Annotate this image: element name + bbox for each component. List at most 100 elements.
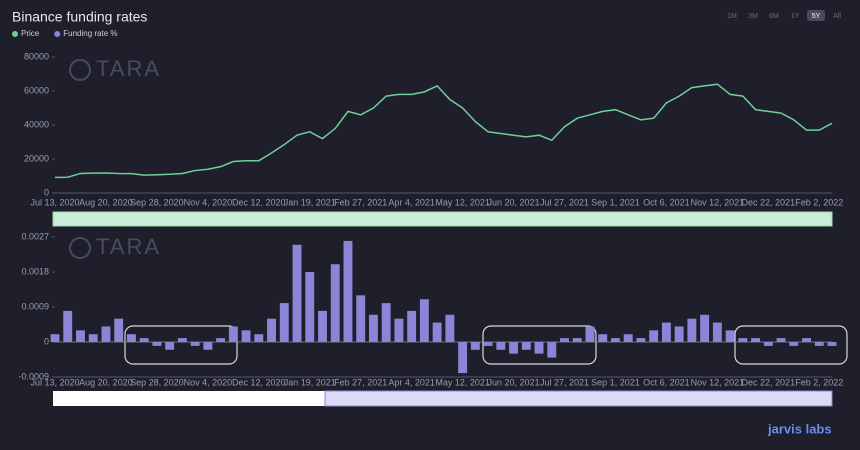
x-tick-label: Feb 2, 2022 bbox=[795, 197, 843, 207]
bar bbox=[560, 338, 569, 342]
x-tick-label: Sep 1, 2021 bbox=[591, 377, 640, 387]
bar bbox=[267, 318, 276, 342]
x-tick-label: Aug 20, 2020 bbox=[79, 197, 133, 207]
x-tick-label: Sep 28, 2020 bbox=[130, 197, 184, 207]
bar bbox=[521, 342, 531, 350]
bar bbox=[330, 264, 340, 342]
bar bbox=[216, 338, 226, 342]
bar bbox=[763, 342, 773, 346]
highlight-box bbox=[734, 325, 848, 365]
x-tick-label: Nov 12, 2021 bbox=[691, 197, 745, 207]
range-button[interactable]: 3M bbox=[748, 13, 758, 20]
bar bbox=[114, 318, 124, 342]
bar bbox=[292, 244, 302, 342]
bar bbox=[751, 338, 761, 342]
x-tick-label: Jul 27, 2021 bbox=[540, 377, 589, 387]
bar bbox=[343, 240, 353, 342]
price-line bbox=[54, 83, 833, 179]
range-button-bg bbox=[807, 10, 825, 21]
x-tick-label: Feb 2, 2022 bbox=[795, 377, 843, 387]
bar bbox=[738, 338, 748, 342]
bar bbox=[279, 303, 289, 342]
bar bbox=[470, 342, 480, 350]
y-tick-label: 40000 bbox=[24, 119, 49, 129]
bar bbox=[802, 338, 811, 342]
watermark-icon bbox=[69, 59, 91, 81]
watermark-2: TARA bbox=[69, 234, 161, 259]
bar bbox=[63, 310, 73, 342]
x-tick-label: Nov 12, 2021 bbox=[691, 377, 745, 387]
x-tick-label: Jul 13, 2020 bbox=[30, 377, 79, 387]
range-button[interactable]: 6M bbox=[769, 13, 779, 20]
bar bbox=[661, 322, 671, 342]
x-tick-label: Apr 4, 2021 bbox=[388, 197, 435, 207]
range-button[interactable]: All bbox=[833, 13, 841, 20]
bar bbox=[623, 334, 633, 342]
bar bbox=[432, 322, 442, 342]
bar bbox=[177, 338, 187, 342]
x-tick-label: Jun 20, 2021 bbox=[488, 377, 540, 387]
bar bbox=[228, 326, 238, 342]
logo: jarvis labs bbox=[767, 421, 832, 436]
bar bbox=[381, 303, 391, 342]
range-button[interactable]: 1Y bbox=[791, 13, 800, 20]
bar bbox=[126, 334, 136, 342]
legend-swatch bbox=[12, 31, 18, 37]
bar bbox=[789, 342, 799, 346]
x-tick-label: May 12, 2021 bbox=[435, 197, 490, 207]
bar bbox=[598, 334, 608, 342]
bar bbox=[318, 310, 327, 342]
bar bbox=[50, 334, 60, 342]
x-tick-label: Jan 19, 2021 bbox=[284, 197, 336, 207]
bar bbox=[674, 326, 684, 342]
range-button[interactable]: 1M bbox=[727, 13, 737, 20]
bar bbox=[152, 342, 162, 346]
bar bbox=[88, 334, 98, 342]
x-tick-label: Nov 4, 2020 bbox=[184, 377, 233, 387]
bar bbox=[496, 342, 506, 350]
bar bbox=[368, 314, 378, 342]
navigator-2-right[interactable] bbox=[324, 390, 833, 407]
x-tick-label: Jun 20, 2021 bbox=[488, 197, 540, 207]
navigator-2-left[interactable] bbox=[53, 391, 325, 406]
highlight-box bbox=[124, 325, 238, 365]
bar bbox=[139, 338, 149, 342]
x-tick-label: Jul 27, 2021 bbox=[540, 197, 589, 207]
y-tick-label: 20000 bbox=[24, 153, 49, 163]
bar bbox=[547, 342, 557, 358]
x-tick-label: Oct 6, 2021 bbox=[643, 197, 690, 207]
bar bbox=[241, 330, 251, 342]
x-tick-label: Feb 27, 2021 bbox=[334, 377, 387, 387]
x-tick-label: Dec 12, 2020 bbox=[232, 197, 286, 207]
bar bbox=[814, 342, 824, 346]
page-title: Binance funding rates bbox=[12, 9, 147, 25]
range-button[interactable]: 5Y bbox=[812, 13, 821, 20]
navigator-1[interactable] bbox=[52, 211, 833, 227]
y-tick-label: 0.0009 bbox=[21, 301, 49, 311]
watermark-text: TARA bbox=[96, 234, 161, 259]
bar bbox=[203, 342, 213, 350]
bar bbox=[254, 334, 264, 342]
x-tick-label: Sep 28, 2020 bbox=[130, 377, 184, 387]
y-tick-label: 0.0018 bbox=[21, 266, 49, 276]
bar bbox=[827, 342, 837, 346]
bar bbox=[649, 330, 659, 342]
bar bbox=[687, 318, 697, 342]
bar bbox=[356, 295, 366, 342]
bar bbox=[572, 338, 582, 342]
bar bbox=[483, 342, 493, 346]
bar bbox=[458, 342, 468, 374]
bar bbox=[445, 314, 455, 342]
x-tick-label: Dec 12, 2020 bbox=[232, 377, 286, 387]
x-tick-label: Oct 6, 2021 bbox=[643, 377, 690, 387]
bar bbox=[712, 322, 722, 342]
x-tick-label: Aug 20, 2020 bbox=[79, 377, 133, 387]
bar bbox=[419, 299, 429, 342]
y-tick-label: 0 bbox=[44, 187, 49, 197]
bar bbox=[585, 326, 595, 342]
bar bbox=[725, 330, 735, 342]
bar bbox=[76, 330, 85, 342]
x-tick-label: Dec 22, 2021 bbox=[742, 197, 796, 207]
bar bbox=[776, 338, 786, 342]
